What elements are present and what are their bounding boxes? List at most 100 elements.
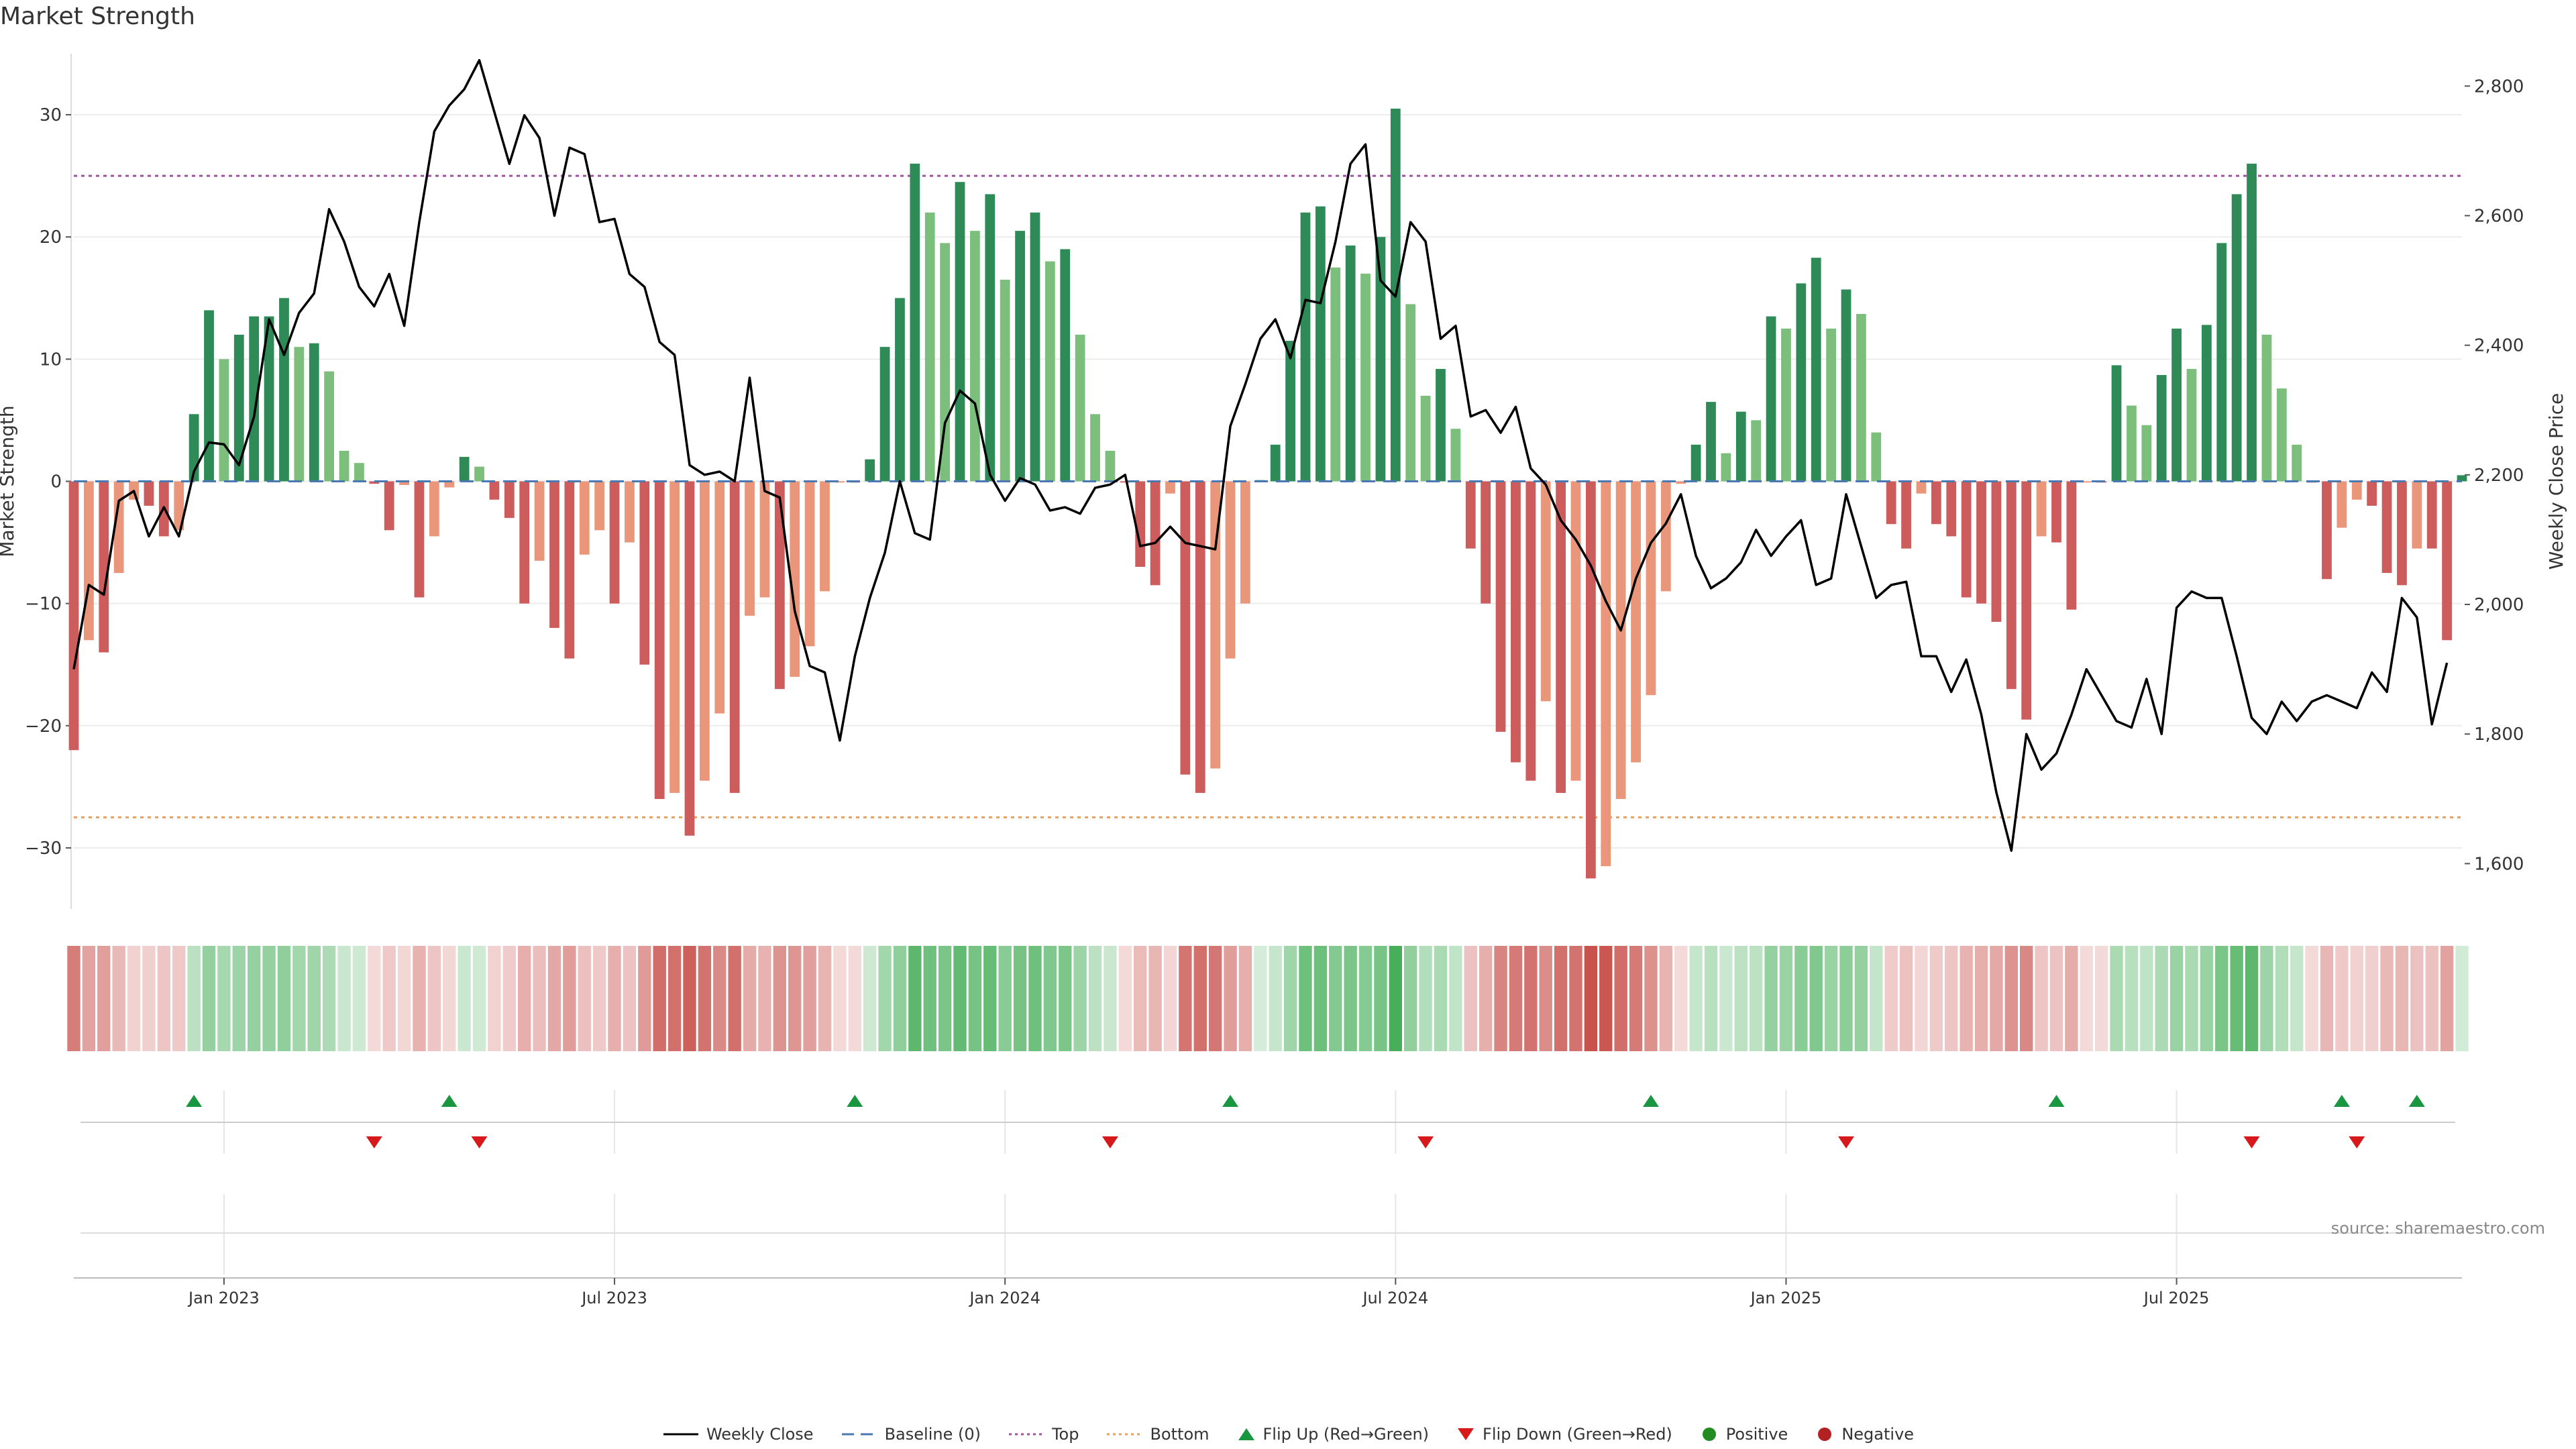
strength-bar xyxy=(2127,405,2137,482)
strength-bar xyxy=(2141,425,2152,482)
strength-bar xyxy=(429,481,439,537)
strength-bar xyxy=(354,463,364,482)
legend-label: Bottom xyxy=(1150,1425,1210,1444)
y-tick-label: −10 xyxy=(25,594,62,614)
strength-bar xyxy=(924,212,935,482)
heat-cell xyxy=(2275,946,2289,1051)
heat-cell xyxy=(142,946,156,1051)
legend-label: Negative xyxy=(1841,1425,1915,1444)
heat-cell xyxy=(1059,946,1072,1051)
heat-cell xyxy=(1569,946,1582,1051)
heat-cell xyxy=(743,946,757,1051)
strength-bar xyxy=(2006,481,2017,690)
heat-cell xyxy=(2049,946,2063,1051)
y-tick-label: −20 xyxy=(25,716,62,737)
heat-cell xyxy=(458,946,471,1051)
strength-bar xyxy=(2171,328,2182,482)
heat-cell xyxy=(1584,946,1598,1051)
heat-cell xyxy=(1344,946,1357,1051)
heat-cell xyxy=(1043,946,1057,1051)
heat-cell xyxy=(1419,946,1432,1051)
heat-cell xyxy=(1358,946,1373,1051)
heat-cell xyxy=(1013,946,1027,1051)
heat-cell xyxy=(292,946,306,1051)
heat-cell xyxy=(1629,946,1643,1051)
strength-bar xyxy=(625,481,635,543)
heat-cell xyxy=(2035,946,2048,1051)
strength-bar xyxy=(865,459,875,482)
strength-bar xyxy=(2351,481,2362,500)
heat-cell xyxy=(202,946,216,1051)
heat-cell xyxy=(1509,946,1523,1051)
heat-cell xyxy=(1088,946,1102,1051)
y-tick-label: 20 xyxy=(40,227,62,248)
heat-cell xyxy=(1524,946,1538,1051)
heat-cell xyxy=(563,946,576,1051)
heat-cell xyxy=(187,946,201,1051)
heat-cell xyxy=(2440,946,2454,1051)
heat-cell xyxy=(547,946,561,1051)
strength-bar xyxy=(1766,316,1776,482)
heat-cell xyxy=(2200,946,2214,1051)
legend-bottom: Bottom xyxy=(1106,1425,1210,1444)
heat-cell xyxy=(863,946,877,1051)
strength-bar xyxy=(1946,481,1957,537)
strength-bar xyxy=(684,481,695,836)
heat-cell xyxy=(2245,946,2259,1051)
y2-tick-label: 2,000 xyxy=(2474,595,2524,615)
heat-cell xyxy=(1434,946,1448,1051)
flip-up-marker xyxy=(1642,1095,1659,1107)
heat-cell xyxy=(1945,946,1958,1051)
strength-bar xyxy=(1556,481,1566,793)
strength-bar xyxy=(2081,481,2092,483)
strength-bar xyxy=(2036,481,2047,537)
strength-bar xyxy=(654,481,665,800)
flip-up-marker xyxy=(2333,1095,2350,1107)
strength-bar xyxy=(2186,368,2197,482)
strength-bar xyxy=(2337,481,2347,528)
strength-bar xyxy=(1030,212,1040,482)
heat-cell xyxy=(2425,946,2438,1051)
heat-cell xyxy=(2080,946,2093,1051)
heat-cell xyxy=(2230,946,2243,1051)
flip-up-marker xyxy=(441,1095,458,1107)
heat-cell xyxy=(848,946,861,1051)
y2-tick-label: 1,800 xyxy=(2474,724,2524,745)
heat-cell xyxy=(1824,946,1838,1051)
strength-bar xyxy=(504,481,515,519)
strength-bar xyxy=(669,481,680,793)
heat-cell xyxy=(2125,946,2139,1051)
strength-bar xyxy=(1180,481,1191,775)
strength-bar xyxy=(549,481,559,629)
heat-cell xyxy=(2365,946,2379,1051)
heat-cell xyxy=(502,946,517,1051)
strength-bar xyxy=(2066,481,2077,610)
heat-cell xyxy=(1674,946,1688,1051)
heat-cell xyxy=(217,946,231,1051)
heat-cell xyxy=(1224,946,1237,1051)
heat-cell xyxy=(443,946,456,1051)
strength-bar xyxy=(1781,328,1791,482)
heat-cell xyxy=(1990,946,2003,1051)
heat-cell xyxy=(983,946,997,1051)
heat-cell xyxy=(578,946,591,1051)
heat-cell xyxy=(2260,946,2273,1051)
flip-down-marker xyxy=(2243,1136,2260,1148)
heat-cell xyxy=(968,946,982,1051)
x-tick-label: Jul 2025 xyxy=(2143,1289,2210,1307)
strength-bar xyxy=(489,481,500,500)
y-axis-title: Market Strength xyxy=(0,405,18,557)
heat-cell xyxy=(1854,946,1868,1051)
strength-bar xyxy=(955,182,965,482)
heat-cell xyxy=(1960,946,1973,1051)
heat-cell xyxy=(2350,946,2363,1051)
heat-cell xyxy=(608,946,621,1051)
heat-cell xyxy=(172,946,186,1051)
strength-bar xyxy=(609,481,620,604)
y2-tick-label: 1,600 xyxy=(2474,854,2524,874)
strength-bar xyxy=(2412,481,2422,549)
strength-bar xyxy=(1105,450,1116,482)
strength-bar xyxy=(2216,243,2227,482)
heat-cell xyxy=(1734,946,1748,1051)
